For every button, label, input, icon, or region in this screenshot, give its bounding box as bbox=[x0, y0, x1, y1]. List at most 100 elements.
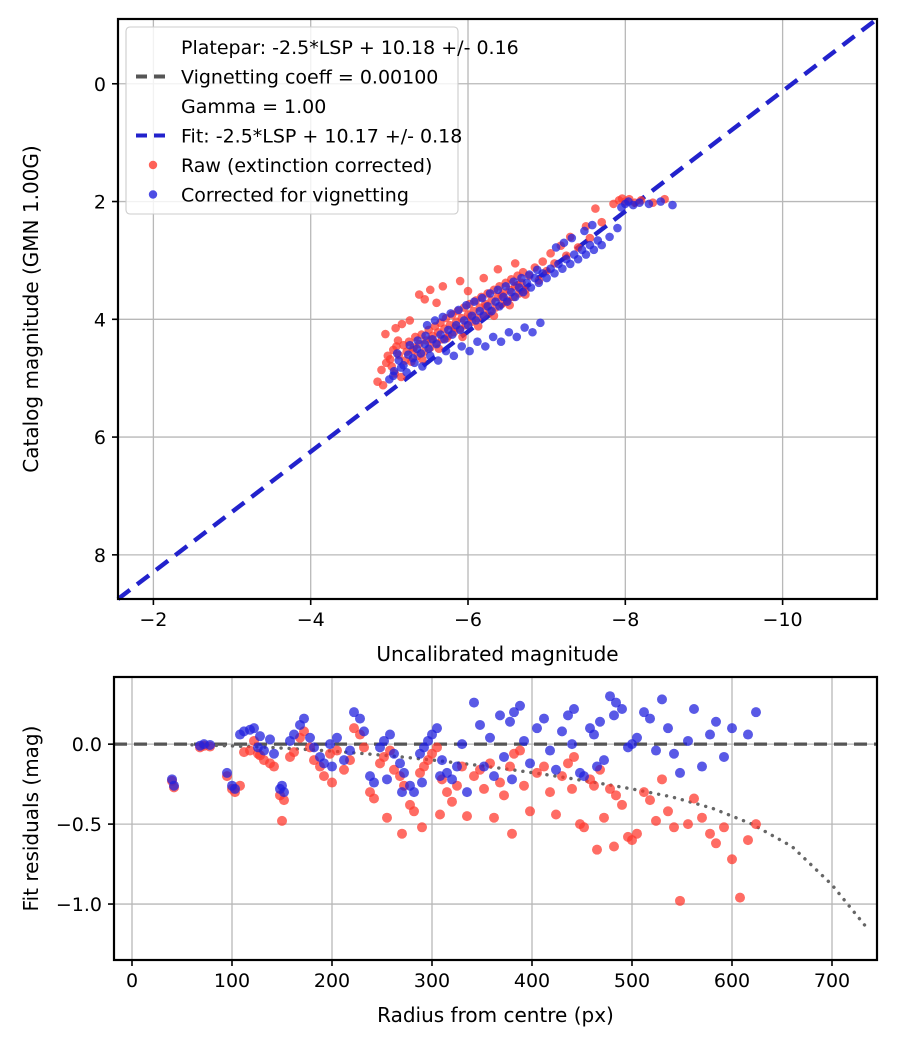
data-point bbox=[504, 327, 514, 337]
data-point bbox=[751, 707, 761, 718]
data-point bbox=[477, 293, 487, 303]
data-point bbox=[416, 349, 426, 358]
data-point bbox=[595, 716, 605, 727]
data-point bbox=[542, 273, 551, 283]
data-point bbox=[536, 318, 545, 328]
data-point bbox=[392, 349, 402, 358]
xtick-label: −4 bbox=[297, 609, 325, 631]
data-point bbox=[462, 300, 471, 310]
axes-frame bbox=[116, 17, 879, 601]
data-point bbox=[632, 828, 642, 839]
xtick-label: 500 bbox=[614, 970, 650, 992]
data-point bbox=[485, 289, 495, 298]
data-point bbox=[609, 710, 619, 721]
data-point bbox=[369, 793, 379, 804]
data-point bbox=[487, 306, 496, 316]
xtick-label: 400 bbox=[514, 970, 550, 992]
data-point bbox=[420, 294, 430, 304]
data-point bbox=[424, 344, 433, 354]
xtick-label: 700 bbox=[814, 970, 850, 992]
data-point bbox=[644, 199, 654, 209]
data-point bbox=[402, 368, 411, 377]
data-point bbox=[325, 739, 335, 750]
data-point bbox=[469, 697, 479, 708]
data-point bbox=[349, 707, 359, 718]
data-point bbox=[359, 742, 369, 753]
data-point bbox=[697, 761, 707, 772]
data-point bbox=[442, 787, 452, 798]
ytick-label: 0 bbox=[94, 74, 106, 96]
data-point bbox=[379, 735, 389, 746]
vignetting-curve bbox=[190, 743, 869, 930]
data-point bbox=[645, 713, 655, 724]
data-point bbox=[457, 342, 467, 351]
data-point bbox=[493, 264, 503, 274]
data-point bbox=[463, 286, 473, 296]
data-point bbox=[421, 331, 430, 341]
data-point bbox=[471, 316, 481, 325]
data-point bbox=[410, 358, 419, 368]
data-point bbox=[589, 729, 599, 740]
data-point bbox=[683, 819, 693, 830]
data-point bbox=[605, 691, 615, 702]
data-point bbox=[585, 233, 595, 243]
data-point bbox=[355, 713, 365, 724]
data-point bbox=[332, 732, 342, 743]
data-point bbox=[580, 226, 589, 236]
data-point bbox=[454, 305, 463, 315]
data-point bbox=[438, 282, 448, 291]
data-point bbox=[510, 292, 520, 302]
data-point bbox=[389, 748, 399, 759]
data-point bbox=[479, 273, 489, 283]
data-point bbox=[599, 812, 609, 823]
data-point bbox=[743, 835, 753, 846]
data-point bbox=[528, 327, 537, 337]
data-point bbox=[438, 312, 448, 322]
data-point bbox=[409, 806, 419, 817]
data-point bbox=[440, 335, 449, 344]
fit-line bbox=[116, 17, 879, 601]
legend-label: Raw (extinction corrected) bbox=[181, 155, 432, 177]
data-point bbox=[418, 362, 427, 371]
data-point bbox=[417, 822, 427, 833]
data-point bbox=[557, 726, 567, 737]
data-point bbox=[463, 320, 473, 330]
data-point bbox=[383, 351, 393, 361]
data-point bbox=[433, 356, 443, 365]
data-point bbox=[581, 250, 591, 259]
data-point bbox=[675, 767, 685, 778]
xtick-label: −10 bbox=[763, 609, 803, 631]
data-point bbox=[592, 844, 602, 855]
data-point bbox=[727, 723, 737, 734]
data-point bbox=[567, 739, 577, 750]
data-point bbox=[409, 787, 419, 798]
xtick-label: 0 bbox=[126, 970, 138, 992]
data-point bbox=[579, 822, 589, 833]
data-point bbox=[727, 854, 737, 865]
data-point bbox=[559, 238, 569, 248]
data-point bbox=[269, 748, 279, 759]
data-point bbox=[455, 276, 465, 286]
data-point bbox=[569, 751, 579, 762]
data-point bbox=[557, 771, 567, 782]
data-point bbox=[569, 703, 579, 714]
data-point bbox=[668, 200, 677, 210]
data-point bbox=[230, 783, 240, 794]
data-point bbox=[447, 774, 457, 785]
data-point bbox=[545, 745, 555, 756]
data-point bbox=[432, 339, 441, 349]
data-point bbox=[469, 771, 479, 782]
data-point bbox=[613, 223, 622, 233]
axes-photometric-calibration: −2 −4 −6 −8 −10 0 2 4 6 8 Uncalibrated magnitude Ca… bbox=[19, 17, 879, 666]
data-point bbox=[507, 828, 517, 839]
data-point bbox=[391, 323, 400, 333]
data-point bbox=[663, 723, 673, 734]
data-point bbox=[465, 346, 474, 356]
xtick-label: −8 bbox=[611, 609, 639, 631]
data-point bbox=[651, 815, 661, 826]
data-point bbox=[449, 351, 459, 361]
data-point bbox=[711, 716, 721, 727]
legend-label: Vignetting coeff = 0.00100 bbox=[181, 67, 438, 89]
data-point bbox=[525, 758, 535, 769]
